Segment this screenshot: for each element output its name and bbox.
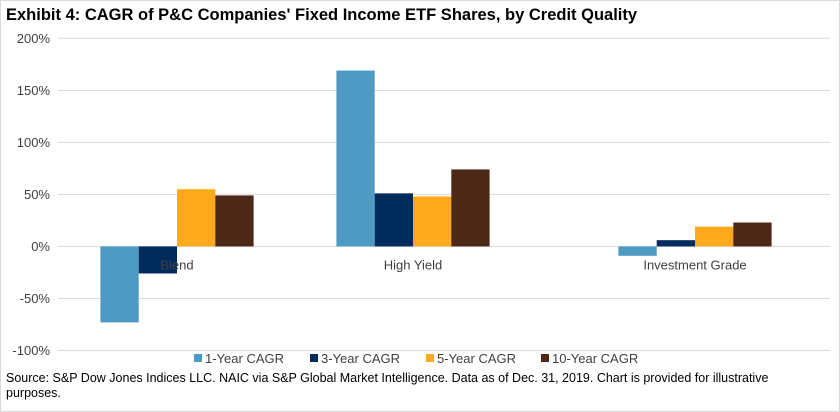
bar [695, 226, 734, 247]
y-tick-label: 200% [17, 31, 51, 46]
bar [138, 246, 177, 274]
chart-title: Exhibit 4: CAGR of P&C Companies' Fixed … [6, 6, 638, 24]
legend-swatch [310, 354, 318, 362]
y-tick-label: -50% [20, 291, 51, 306]
bar [656, 240, 695, 247]
legend-label: 5-Year CAGR [437, 351, 516, 366]
bar [336, 70, 375, 247]
legend-swatch [194, 354, 202, 362]
y-tick-label: 50% [24, 187, 50, 202]
y-tick-label: 150% [17, 83, 51, 98]
legend-label: 10-Year CAGR [552, 351, 638, 366]
category-label: Blend [160, 257, 193, 272]
bar [413, 196, 452, 247]
bar [177, 189, 216, 247]
bar [100, 246, 139, 323]
category-label: Investment Grade [643, 257, 746, 272]
bar [733, 222, 772, 247]
legend-label: 1-Year CAGR [205, 351, 284, 366]
y-tick-label: -100% [12, 343, 50, 358]
bar [618, 246, 657, 256]
bar [374, 193, 413, 247]
source-note: Source: S&P Dow Jones Indices LLC. NAIC … [6, 371, 769, 400]
bar [215, 195, 254, 247]
legend-swatch [541, 354, 549, 362]
y-tick-label: 0% [31, 239, 50, 254]
y-tick-label: 100% [17, 135, 51, 150]
category-label: High Yield [384, 257, 443, 272]
legend-swatch [426, 354, 434, 362]
legend-label: 3-Year CAGR [321, 351, 400, 366]
bar [451, 169, 490, 247]
